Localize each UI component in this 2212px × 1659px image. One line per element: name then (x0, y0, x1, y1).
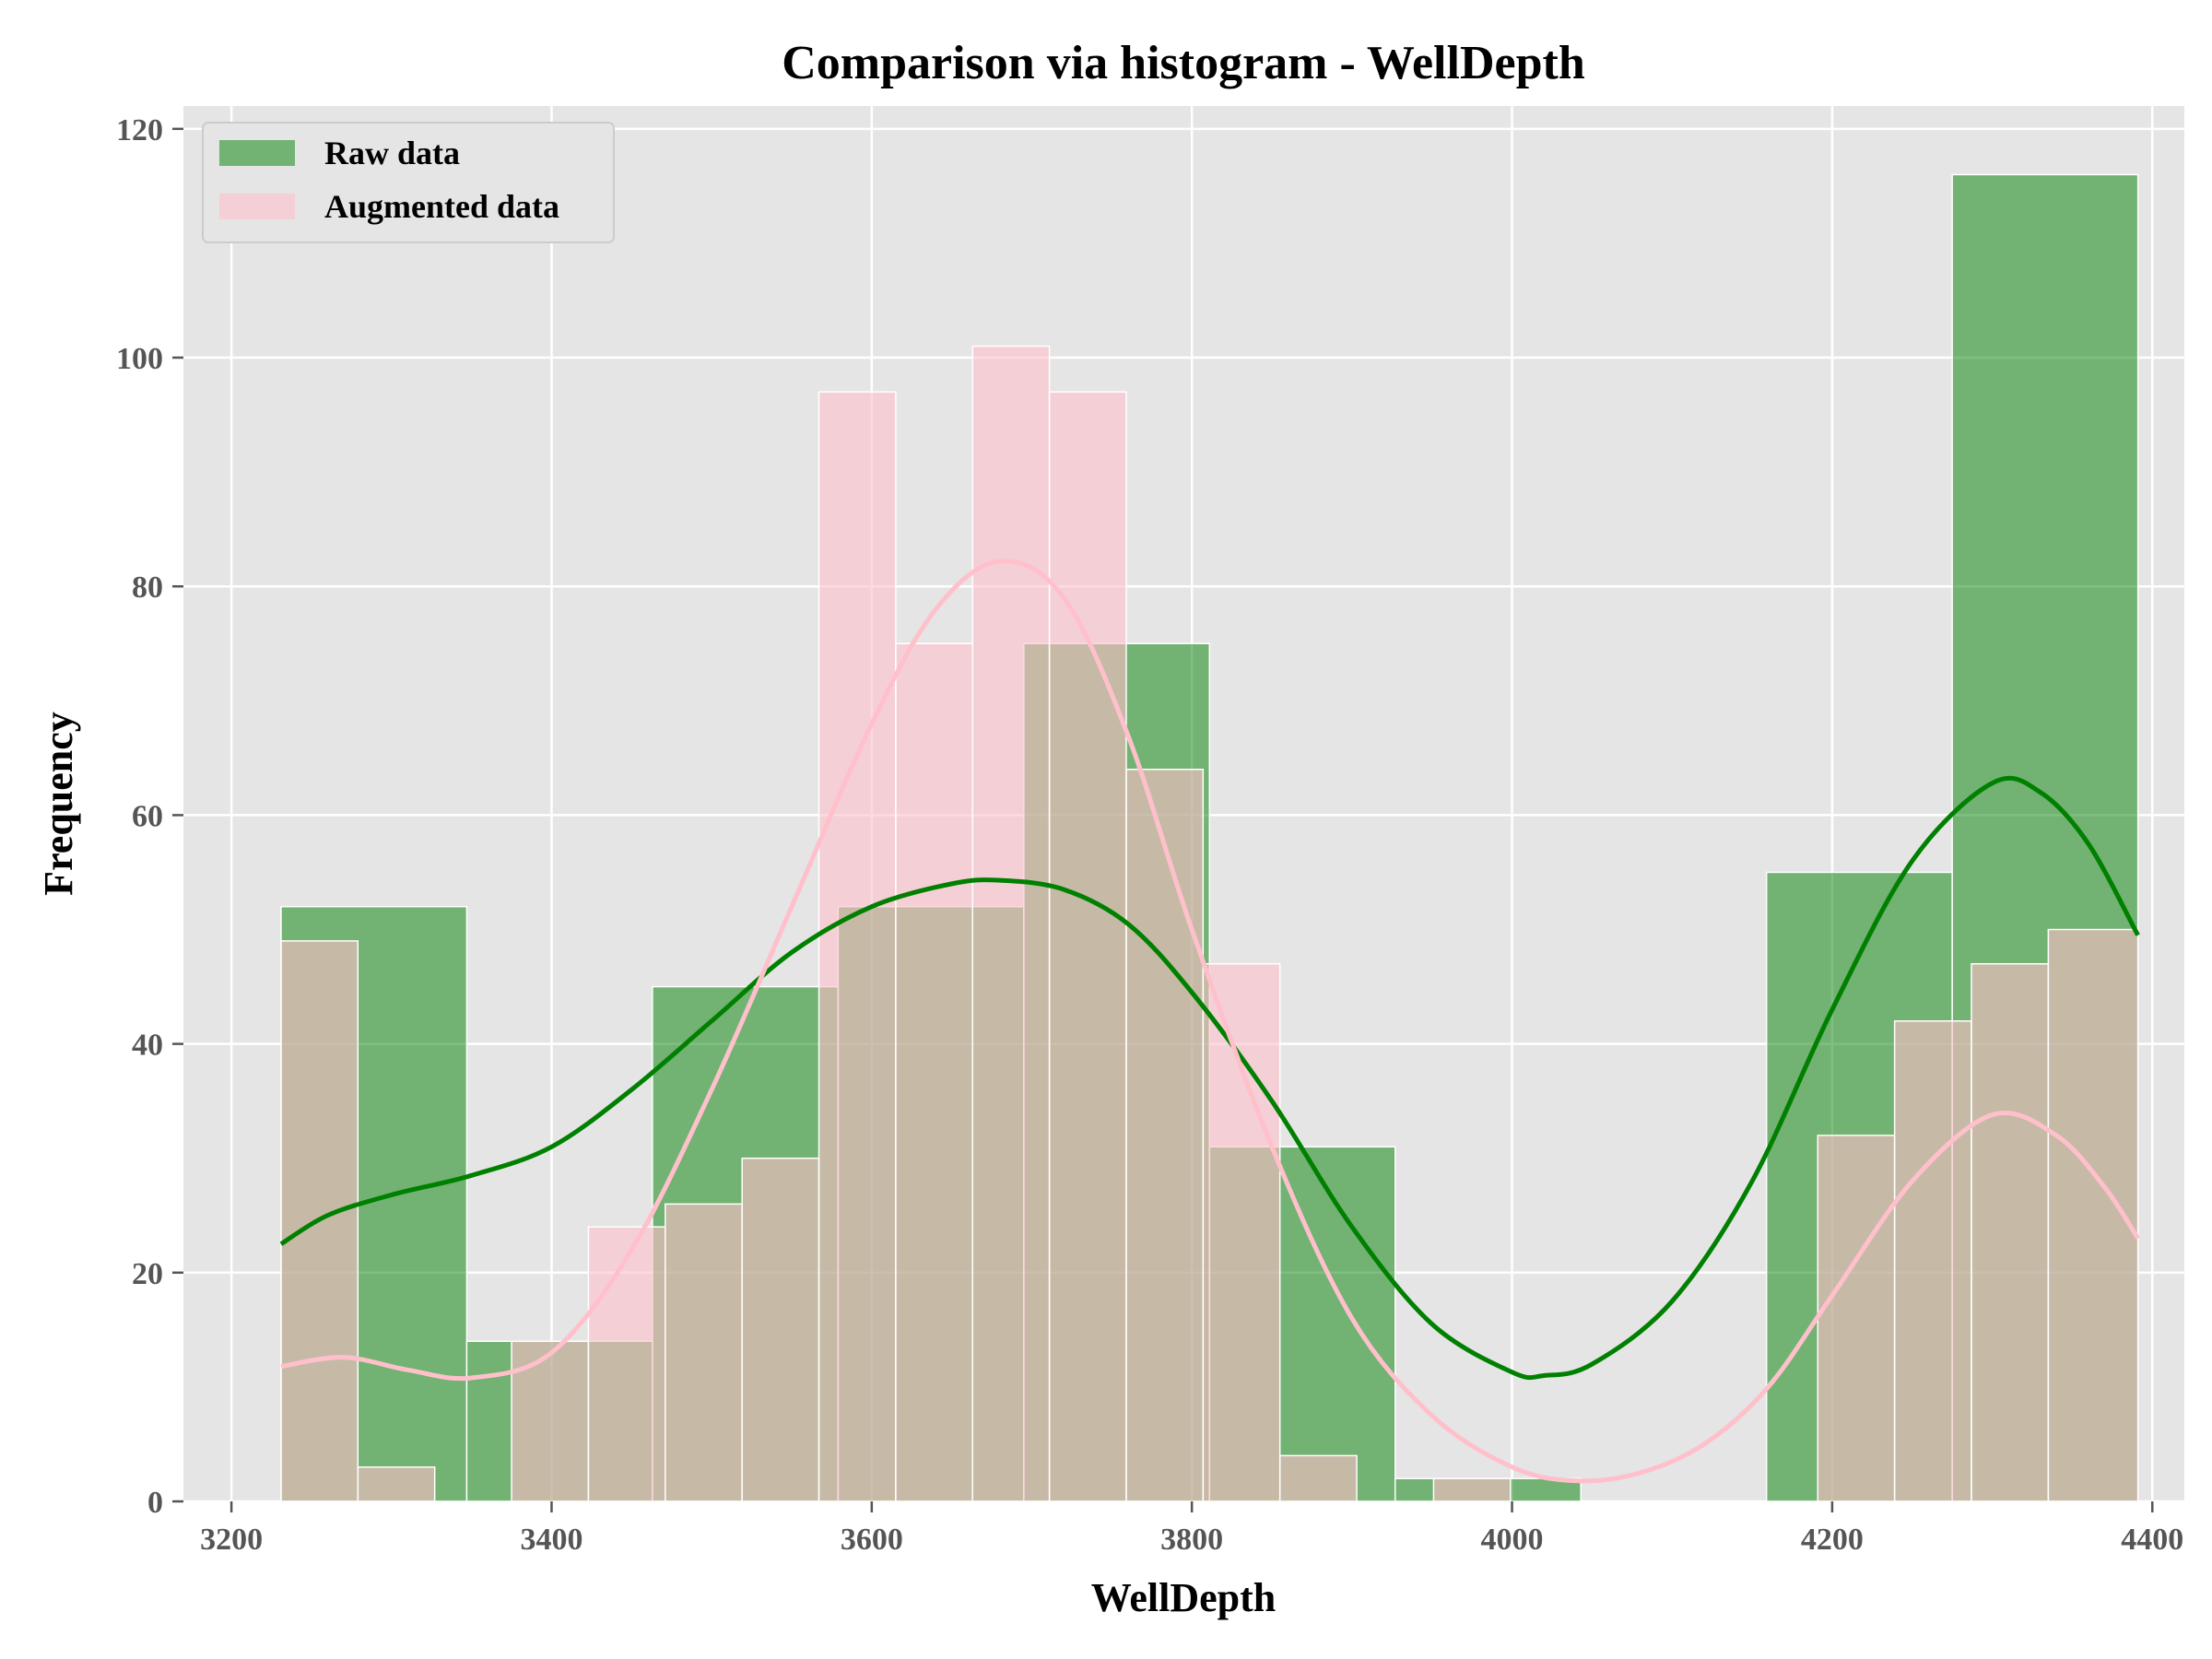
augmented-data-bar (895, 642, 973, 1502)
legend-label-raw-data: Raw data (324, 135, 460, 171)
legend-box (202, 122, 615, 243)
augmented-data-bar (511, 1340, 590, 1502)
histogram-bars (280, 173, 2139, 1502)
y-axis-label: Frequency (36, 712, 81, 896)
chart-title: Comparison via histogram - WellDepth (782, 37, 1585, 89)
augmented-data-bar (1817, 1135, 1896, 1502)
augmented-data-bar (587, 1226, 666, 1502)
augmented-data-bar (1971, 962, 2050, 1502)
x-tick-label: 3400 (520, 1523, 582, 1557)
augmented-data-kde-line (280, 559, 2140, 1484)
legend-label-augmented-data: Augmented data (324, 188, 559, 225)
augmented-data-bar (1048, 391, 1127, 1502)
y-tick-label: 100 (116, 342, 163, 376)
augmented-data-bar (1432, 1477, 1512, 1502)
augmented-data-bar (1202, 962, 1281, 1502)
augmented-data-bar (971, 345, 1051, 1502)
x-tick-label: 4000 (1481, 1523, 1544, 1557)
augmented-data-bar (1893, 1020, 1972, 1502)
augmented-data-bar (1278, 1454, 1358, 1502)
augmented-data-bar (818, 391, 897, 1502)
y-tick-label: 0 (147, 1486, 163, 1520)
y-tick-label: 80 (132, 571, 163, 605)
y-tick-label: 20 (132, 1257, 163, 1291)
augmented-data-bar (1125, 769, 1205, 1502)
x-tick-label: 4400 (2121, 1523, 2183, 1557)
x-tick-label: 4200 (1801, 1523, 1864, 1557)
y-tick-label: 120 (116, 113, 163, 147)
legend-swatch-raw-data (219, 140, 295, 166)
augmented-data-bar (357, 1466, 436, 1502)
x-tick-label: 3800 (1160, 1523, 1223, 1557)
legend-swatch-augmented-data (219, 194, 295, 219)
x-axis-label: WellDepth (1091, 1575, 1276, 1620)
x-tick-label: 3200 (200, 1523, 263, 1557)
axis-ticks: 3200 3400 3600 3800 4000 4200 4400 0 20 40 60 80 100… (116, 113, 2183, 1557)
kde-curves (279, 559, 2140, 1484)
y-tick-label: 40 (132, 1029, 163, 1063)
augmented-data-bar (665, 1203, 743, 1502)
raw-data-kde-line (279, 775, 2140, 1381)
y-tick-label: 60 (132, 799, 163, 833)
legend: Raw data Augmented data (202, 122, 615, 243)
x-tick-label: 3600 (841, 1523, 903, 1557)
augmented-data-bar (741, 1157, 820, 1502)
